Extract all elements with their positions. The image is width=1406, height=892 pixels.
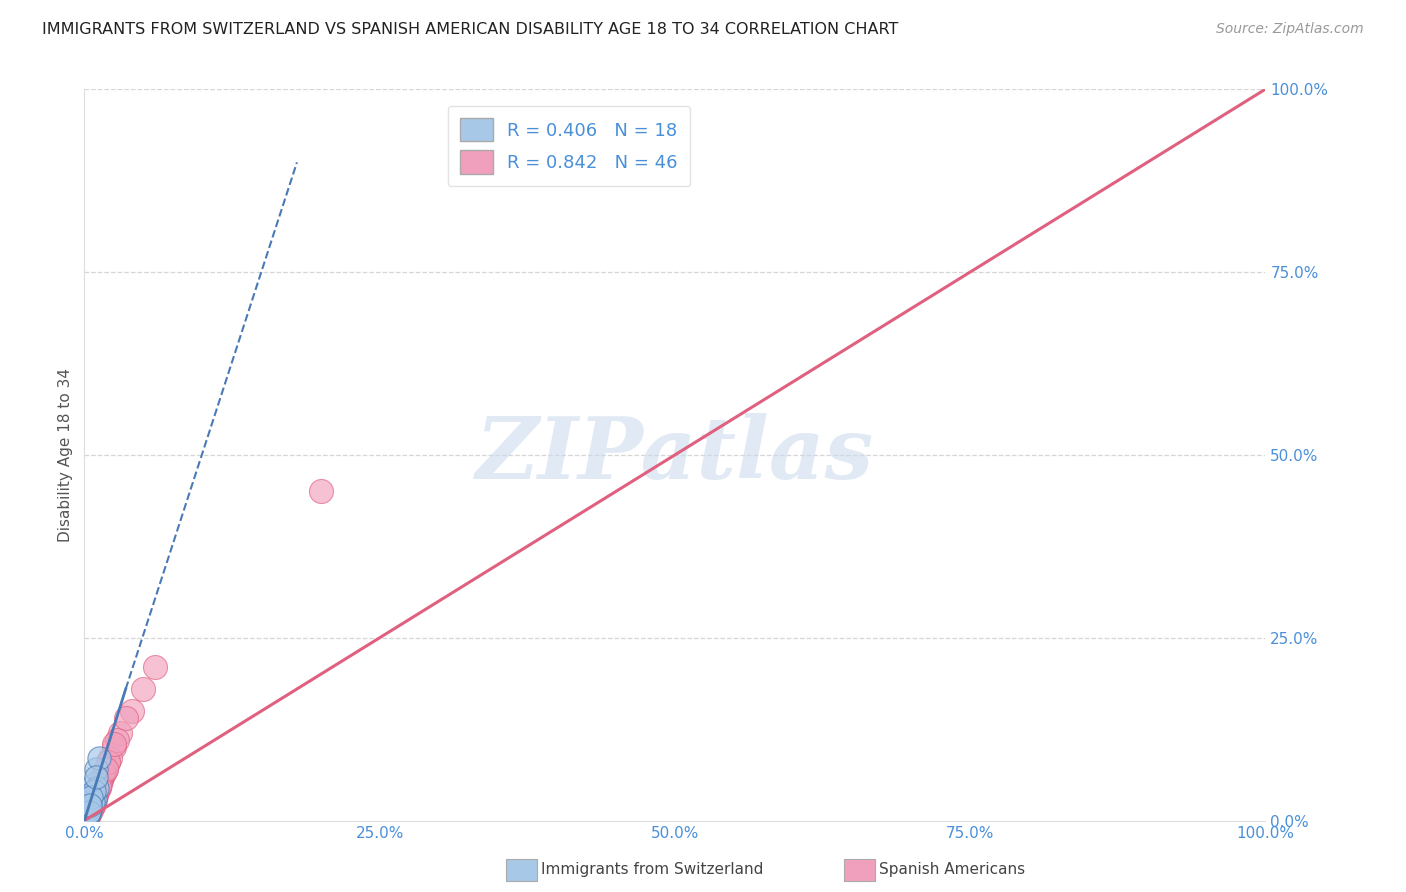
Point [114, 711, 136, 725]
Point [77, 809, 100, 823]
Point [80, 799, 103, 814]
Point [89, 777, 111, 791]
Point [77, 805, 100, 819]
Point [108, 726, 131, 740]
Point [132, 681, 155, 696]
Point [76, 811, 98, 825]
Text: Immigrants from Switzerland: Immigrants from Switzerland [541, 863, 763, 877]
Point [83, 784, 105, 798]
Point [77, 808, 100, 822]
Point [82, 797, 104, 812]
Point [82, 796, 104, 810]
Point [82, 799, 104, 814]
Point [97, 755, 120, 769]
Point [80, 803, 103, 817]
Point [77, 806, 100, 821]
Point [77, 807, 100, 822]
Point [79, 803, 101, 817]
Point [309, 484, 332, 499]
Point [97, 755, 120, 769]
Text: Source: ZipAtlas.com: Source: ZipAtlas.com [1216, 22, 1364, 37]
Point [79, 803, 101, 817]
Point [76, 810, 98, 824]
Point [91, 770, 114, 784]
Y-axis label: Disability Age 18 to 34: Disability Age 18 to 34 [58, 368, 73, 542]
Point [87, 779, 110, 793]
Point [121, 704, 143, 718]
Point [83, 793, 105, 807]
Legend: R = 0.406   N = 18, R = 0.842   N = 46: R = 0.406 N = 18, R = 0.842 N = 46 [447, 105, 690, 186]
Point [87, 751, 110, 765]
Point [83, 796, 105, 810]
Text: Spanish Americans: Spanish Americans [879, 863, 1025, 877]
Point [86, 780, 108, 795]
Point [98, 751, 121, 765]
Point [84, 786, 107, 800]
Point [84, 791, 107, 805]
Point [79, 803, 101, 817]
Point [87, 780, 110, 795]
Point [93, 766, 115, 780]
Text: ZIPatlas: ZIPatlas [475, 413, 875, 497]
Point [90, 773, 112, 788]
Point [91, 766, 114, 780]
Point [103, 737, 125, 751]
Point [79, 800, 101, 814]
Point [86, 783, 108, 797]
Text: IMMIGRANTS FROM SWITZERLAND VS SPANISH AMERICAN DISABILITY AGE 18 TO 34 CORRELAT: IMMIGRANTS FROM SWITZERLAND VS SPANISH A… [42, 22, 898, 37]
Point [94, 763, 117, 777]
Point [94, 763, 117, 777]
Point [79, 797, 101, 812]
Point [77, 788, 100, 802]
Point [76, 810, 98, 824]
Point [84, 770, 107, 784]
Point [84, 791, 107, 805]
Point [83, 793, 105, 807]
Point [80, 790, 103, 805]
Point [83, 777, 105, 791]
Point [80, 800, 103, 814]
Point [80, 800, 103, 814]
Point [143, 660, 166, 674]
Point [86, 784, 108, 798]
Point [103, 740, 125, 755]
Point [77, 807, 100, 822]
Point [107, 733, 129, 747]
Point [84, 788, 107, 802]
Point [75, 812, 97, 826]
Point [77, 806, 100, 821]
Point [84, 763, 107, 777]
Point [79, 805, 101, 819]
Point [77, 806, 100, 821]
Point [84, 790, 107, 805]
